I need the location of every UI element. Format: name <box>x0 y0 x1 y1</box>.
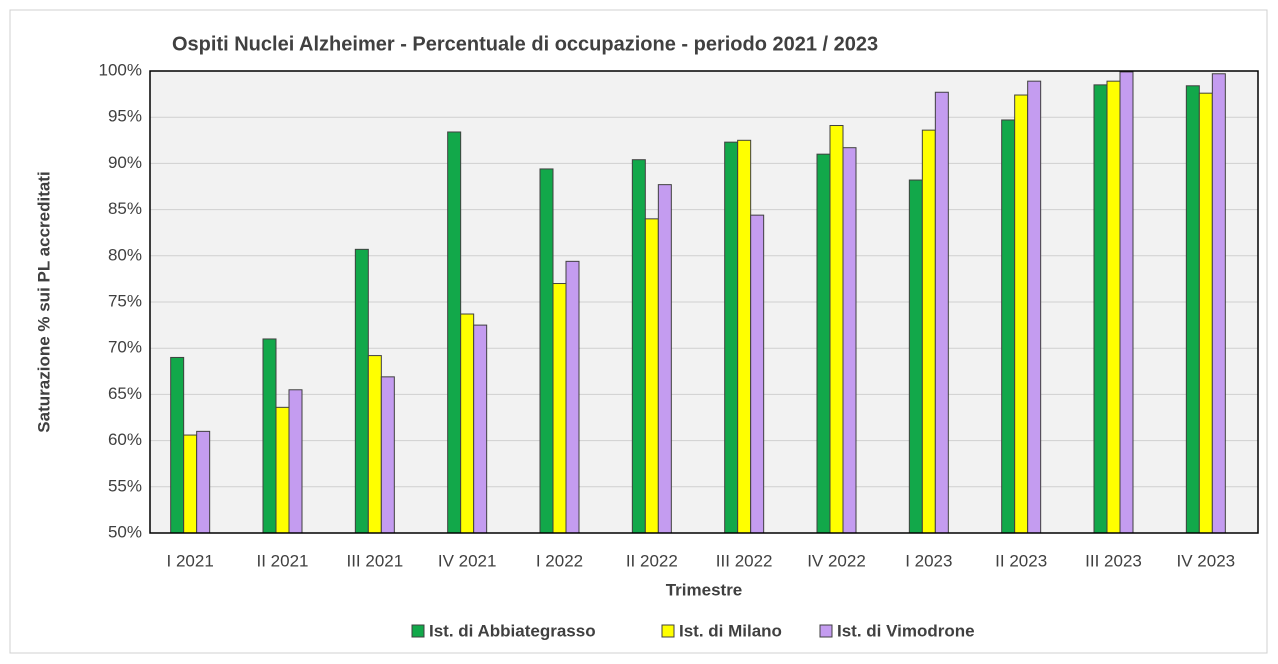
y-tick-label: 65% <box>108 384 142 403</box>
y-tick-label: 95% <box>108 107 142 126</box>
y-axis-label: Saturazione % sui PL accreditati <box>34 171 53 432</box>
legend-label: Ist. di Abbiategrasso <box>429 621 596 640</box>
bar <box>183 434 198 534</box>
bar <box>1211 73 1226 534</box>
x-tick-label: I 2023 <box>905 551 952 570</box>
x-tick-label: III 2023 <box>1085 551 1142 570</box>
x-axis-label: Trimestre <box>666 580 743 599</box>
bar <box>288 389 303 534</box>
bar <box>367 355 382 534</box>
bar <box>644 218 659 534</box>
y-tick-label: 90% <box>108 153 142 172</box>
y-tick-label: 80% <box>108 245 142 264</box>
bar <box>552 283 567 534</box>
bar <box>1027 80 1042 534</box>
bar <box>657 184 672 534</box>
legend-label: Ist. di Vimodrone <box>837 621 975 640</box>
bar <box>447 131 462 534</box>
bar <box>262 338 277 534</box>
y-tick-label: 55% <box>108 476 142 495</box>
bar <box>1185 85 1200 534</box>
y-tick-label: 70% <box>108 338 142 357</box>
x-tick-label: III 2021 <box>346 551 403 570</box>
chart-title: Ospiti Nuclei Alzheimer - Percentuale di… <box>172 33 878 55</box>
bar <box>275 406 290 534</box>
bar <box>539 168 554 534</box>
x-tick-label: I 2022 <box>536 551 583 570</box>
bar <box>1198 92 1213 534</box>
y-tick-label: 100% <box>99 60 142 79</box>
bar <box>473 324 488 534</box>
bar <box>934 91 949 534</box>
legend-label: Ist. di Milano <box>679 621 782 640</box>
y-tick-label: 75% <box>108 291 142 310</box>
legend-swatch <box>411 624 425 638</box>
x-tick-label: II 2023 <box>995 551 1047 570</box>
bar <box>1119 71 1134 534</box>
bar <box>750 214 765 534</box>
x-tick-label: II 2021 <box>257 551 309 570</box>
x-tick-label: IV 2021 <box>438 551 497 570</box>
bar <box>1106 80 1121 534</box>
bar <box>565 260 580 534</box>
bar <box>196 430 211 534</box>
legend-swatch <box>661 624 675 638</box>
x-tick-label: II 2022 <box>626 551 678 570</box>
legend-swatch <box>819 624 833 638</box>
x-tick-label: IV 2023 <box>1177 551 1236 570</box>
bar <box>816 153 831 534</box>
bar <box>921 129 936 534</box>
bar <box>1014 94 1029 534</box>
bar <box>829 125 844 534</box>
bar <box>908 179 923 534</box>
bar <box>354 248 369 534</box>
bar <box>631 159 646 534</box>
bar <box>737 139 752 534</box>
bar <box>380 376 395 534</box>
y-tick-label: 60% <box>108 430 142 449</box>
plot-frame <box>149 70 1259 534</box>
bar <box>170 356 185 534</box>
y-tick-label: 85% <box>108 199 142 218</box>
bar <box>1093 84 1108 534</box>
x-tick-label: I 2021 <box>167 551 214 570</box>
bar <box>460 313 475 534</box>
bar <box>842 147 857 534</box>
x-tick-label: IV 2022 <box>807 551 866 570</box>
x-tick-label: III 2022 <box>716 551 773 570</box>
y-tick-label: 50% <box>108 522 142 541</box>
bar <box>724 141 739 534</box>
bar <box>1001 119 1016 534</box>
